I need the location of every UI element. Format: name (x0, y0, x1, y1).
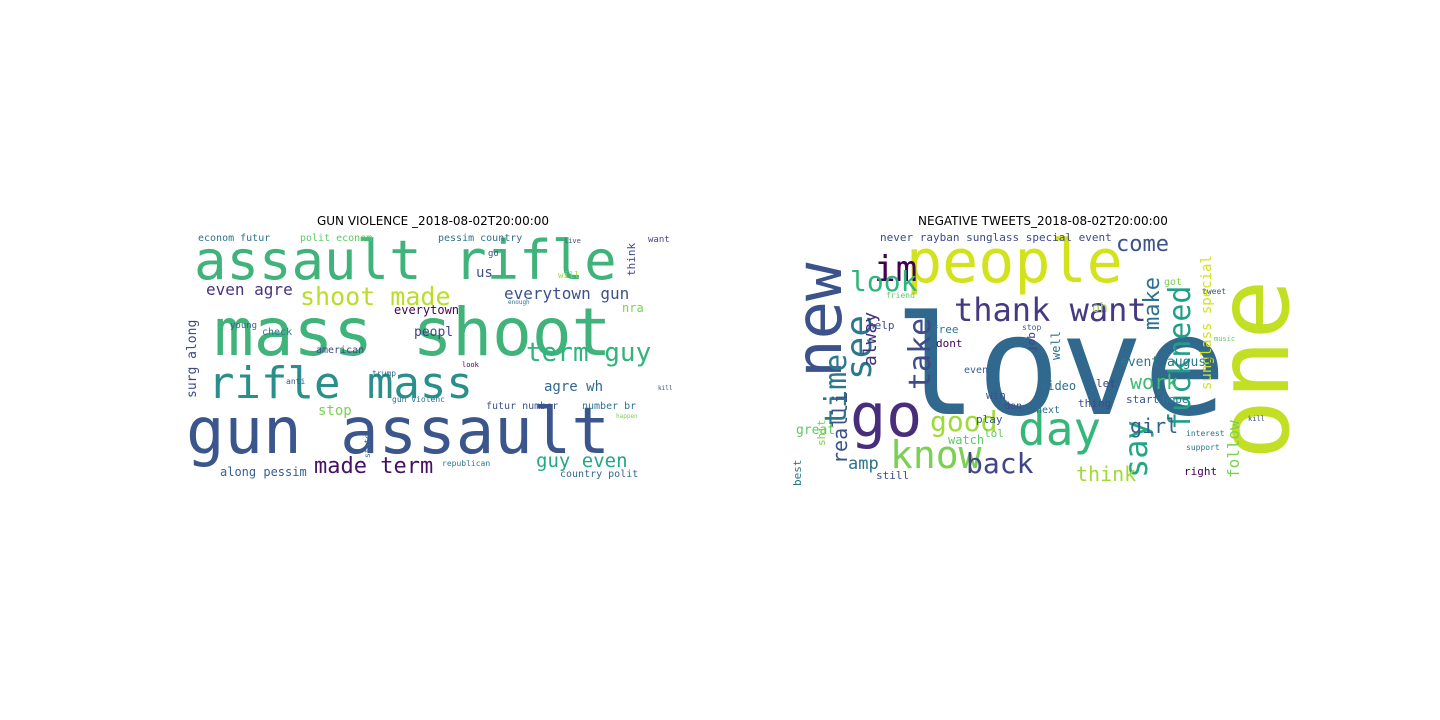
cloud-word: country polit (560, 469, 639, 480)
right-word-cloud: love one new people day go know thank wa… (790, 230, 1296, 488)
cloud-word: work (1130, 370, 1179, 394)
cloud-word: will (558, 271, 580, 281)
cloud-word: come (1116, 232, 1169, 257)
cloud-word: watch (948, 433, 985, 447)
cloud-word: shoot made (300, 282, 451, 311)
cloud-word: day (1018, 402, 1102, 456)
cloud-word: make (1140, 277, 1165, 330)
cloud-word: tweet (1202, 287, 1227, 296)
left-word-cloud: assault rifle mass shoot rifle mass gun … (186, 230, 680, 488)
cloud-word: think (625, 242, 638, 276)
cloud-word: people (906, 230, 1123, 297)
cloud-word: amp (848, 454, 879, 474)
cloud-word: girl (1130, 414, 1179, 438)
cloud-word: anti (286, 377, 306, 386)
cloud-word: check (262, 327, 293, 338)
cloud-word: want (648, 235, 670, 245)
cloud-word: shit (815, 419, 828, 447)
cloud-word: well (1049, 331, 1063, 360)
cloud-word: polit econom (300, 233, 373, 244)
cloud-word: republican (442, 459, 491, 468)
cloud-word: event august (1120, 355, 1214, 370)
cloud-word: pessim country (438, 233, 523, 244)
cloud-word: everytown (394, 303, 460, 317)
cloud-word: number br (582, 401, 637, 412)
cloud-word: great (796, 423, 836, 438)
cloud-word: thank want (954, 291, 1147, 329)
cloud-word: agre wh (544, 379, 604, 395)
cloud-word: kill (658, 385, 673, 392)
cloud-word: job (1025, 332, 1038, 352)
cloud-word: dont (936, 337, 963, 350)
cloud-word: surg along (186, 319, 200, 398)
cloud-word: oh (1092, 301, 1108, 316)
cloud-word: still (876, 469, 910, 482)
cloud-word: rifle mass (208, 358, 473, 409)
cloud-word: think (1076, 462, 1137, 486)
cloud-word: along pessim (220, 465, 307, 479)
cloud-word: lol (984, 427, 1004, 440)
cloud-word: go (488, 249, 499, 259)
cloud-word: help (868, 319, 895, 332)
left-panel-title: GUN VIOLENCE _2018-08-02T20:00:00 (316, 214, 550, 228)
cloud-word: young (230, 321, 258, 331)
cloud-word: never rayban sunglass special event (880, 231, 1112, 244)
cloud-word: play (976, 413, 1003, 426)
cloud-word: love (894, 286, 1227, 447)
cloud-word: assault rifle (194, 230, 617, 292)
cloud-word: win (986, 389, 1006, 402)
cloud-word: us (476, 265, 493, 281)
cloud-word: best (791, 459, 804, 487)
cloud-word: look (850, 265, 918, 298)
cloud-word: im (874, 249, 918, 290)
cloud-word: friend (886, 291, 915, 300)
cloud-word: stop (318, 403, 352, 419)
cloud-word: even agre (206, 280, 293, 299)
cloud-word: trump (372, 369, 397, 378)
cloud-word: look (462, 361, 479, 369)
cloud-word: kill (1248, 415, 1265, 423)
cloud-word: free (932, 323, 959, 336)
cloud-word: enough (508, 299, 530, 306)
cloud-word: econom futur (198, 233, 271, 244)
cloud-word: american (316, 345, 365, 356)
cloud-word: guy even (536, 450, 628, 472)
cloud-word: good (930, 405, 998, 438)
cloud-word: futur number (486, 401, 559, 412)
cloud-word: support (1186, 443, 1220, 452)
cloud-word: don (1004, 401, 1023, 412)
cloud-word: right (1184, 465, 1218, 478)
cloud-word: back (966, 447, 1034, 480)
cloud-word: everytown gun (504, 284, 630, 303)
cloud-word: video (1040, 379, 1077, 393)
cloud-word: music (1214, 335, 1236, 343)
cloud-word: happen (616, 413, 638, 420)
cloud-word: nra (622, 301, 644, 315)
cloud-word: let (1096, 377, 1116, 390)
cloud-word: term guy (526, 338, 652, 368)
cloud-word: live (564, 237, 581, 245)
cloud-word: go (850, 381, 923, 451)
cloud-word: hope (1162, 393, 1189, 406)
cloud-word: thing (1078, 397, 1112, 410)
cloud-word: mass shoot (214, 294, 612, 371)
cloud-word: next (1036, 405, 1061, 416)
cloud-word: got (1164, 277, 1183, 288)
cloud-word: stop (1022, 323, 1042, 332)
cloud-word: start (1126, 393, 1160, 406)
cloud-word: even (964, 365, 989, 376)
cloud-word: made term (314, 454, 434, 479)
cloud-word: state (363, 433, 372, 458)
cloud-word: peopl (414, 325, 454, 340)
cloud-word: interest (1186, 429, 1225, 438)
right-panel-title: NEGATIVE TWEETS_2018-08-02T20:00:00 (918, 214, 1168, 228)
cloud-word: know (890, 433, 982, 477)
cloud-word: follow (1224, 420, 1243, 478)
cloud-word: gun violenc (392, 395, 445, 404)
cloud-word: gun assault (186, 395, 610, 469)
